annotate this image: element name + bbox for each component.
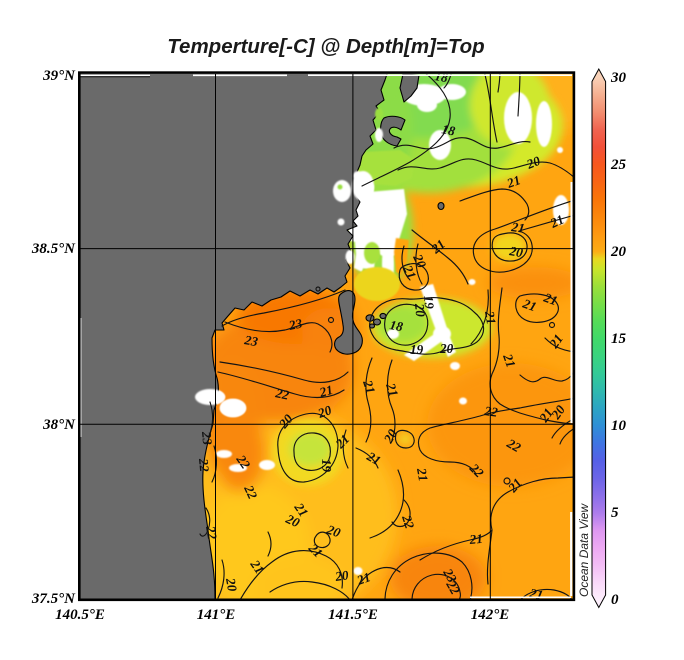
svg-text:22: 22	[273, 385, 290, 403]
svg-text:22: 22	[399, 512, 418, 531]
svg-text:21: 21	[354, 569, 372, 588]
svg-text:15: 15	[611, 331, 627, 347]
svg-text:141°E: 141°E	[197, 607, 236, 623]
svg-text:0: 0	[611, 592, 619, 608]
svg-text:21: 21	[383, 380, 402, 398]
svg-text:20: 20	[333, 567, 350, 584]
svg-text:22: 22	[483, 403, 500, 420]
svg-text:10: 10	[611, 418, 627, 434]
svg-text:23: 23	[287, 315, 304, 333]
svg-text:Ocean Data View: Ocean Data View	[577, 503, 591, 597]
svg-text:19: 19	[421, 295, 437, 310]
svg-text:38°N: 38°N	[42, 417, 76, 433]
svg-text:21: 21	[500, 351, 519, 369]
svg-text:18: 18	[440, 121, 456, 138]
svg-text:37.5°N: 37.5°N	[31, 591, 76, 607]
svg-text:22: 22	[241, 482, 261, 502]
svg-text:38.5°N: 38.5°N	[31, 241, 76, 257]
svg-text:39°N: 39°N	[42, 68, 76, 84]
svg-text:20: 20	[524, 153, 543, 172]
svg-text:20: 20	[507, 243, 524, 260]
svg-text:21: 21	[364, 448, 384, 468]
svg-text:21: 21	[247, 556, 267, 576]
svg-text:5: 5	[611, 505, 619, 521]
svg-text:21: 21	[360, 377, 379, 395]
svg-text:21: 21	[400, 262, 420, 281]
svg-text:18: 18	[388, 317, 404, 334]
svg-text:20: 20	[439, 341, 454, 356]
svg-text:21: 21	[504, 172, 522, 191]
svg-text:20: 20	[283, 511, 303, 531]
svg-text:21: 21	[536, 405, 556, 425]
svg-text:19: 19	[319, 459, 334, 473]
svg-text:20: 20	[610, 244, 627, 260]
svg-text:Temperture[-C] @ Depth[m]=Top: Temperture[-C] @ Depth[m]=Top	[167, 35, 484, 58]
svg-text:20: 20	[315, 402, 334, 421]
svg-text:21: 21	[527, 585, 544, 603]
svg-text:20: 20	[324, 521, 343, 540]
svg-text:140.5°E: 140.5°E	[55, 607, 105, 623]
svg-text:21: 21	[317, 382, 335, 400]
svg-text:21: 21	[468, 531, 483, 547]
svg-text:20: 20	[223, 576, 240, 593]
svg-text:23: 23	[199, 430, 215, 446]
svg-text:21: 21	[546, 331, 566, 351]
svg-text:25: 25	[610, 157, 627, 173]
svg-text:30: 30	[610, 70, 627, 86]
svg-text:142°E: 142°E	[471, 607, 510, 623]
svg-text:20: 20	[410, 251, 430, 271]
svg-text:23: 23	[242, 332, 259, 349]
svg-text:141.5°E: 141.5°E	[328, 607, 378, 623]
svg-text:19: 19	[410, 342, 424, 357]
svg-text:21: 21	[547, 212, 566, 232]
svg-text:21: 21	[541, 289, 559, 308]
svg-text:18: 18	[433, 68, 449, 85]
svg-text:21: 21	[414, 466, 431, 483]
svg-text:21: 21	[291, 499, 311, 519]
svg-text:20: 20	[412, 302, 428, 318]
svg-text:21: 21	[510, 219, 526, 236]
svg-text:22: 22	[196, 457, 212, 473]
svg-text:21: 21	[520, 295, 538, 314]
